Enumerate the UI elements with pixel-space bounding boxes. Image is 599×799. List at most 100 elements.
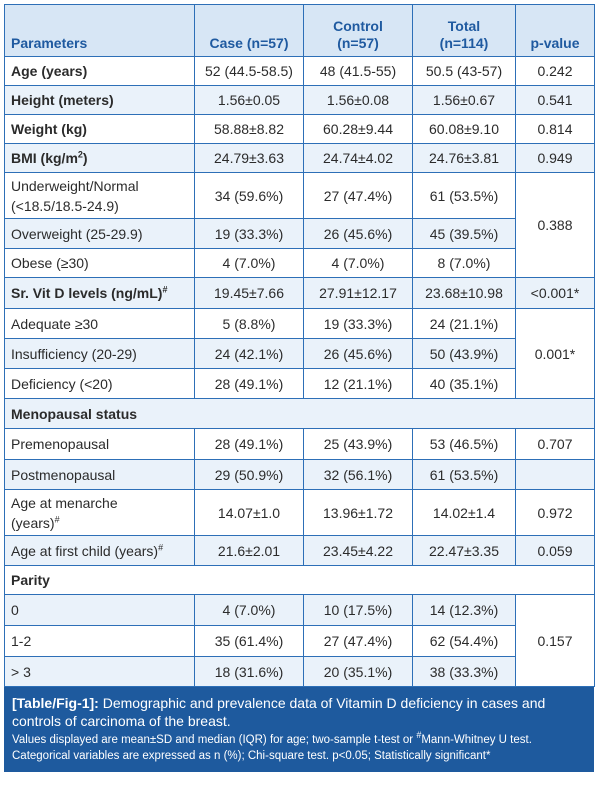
total-cell: 61 (53.5%) [412,459,516,490]
total-cell: 53 (46.5%) [412,428,516,460]
control-cell: 23.45±4.22 [303,535,413,566]
case-cell: 19 (33.3%) [194,218,304,249]
table-row: Postmenopausal 29 (50.9%) 32 (56.1%) 61 … [4,459,595,490]
section-label: Menopausal status [4,398,595,429]
header-pvalue: p-value [515,4,595,57]
case-cell: 21.6±2.01 [194,535,304,566]
section-row: Menopausal status [4,398,595,429]
case-cell: 24.79±3.63 [194,143,304,173]
row-label: Postmenopausal [4,459,195,490]
header-control: Control (n=57) [303,4,413,57]
total-cell: 24.76±3.81 [412,143,516,173]
row-label: Age at menarche (years)# [4,489,195,536]
table-row: Underweight/Normal (<18.5/18.5-24.9) 34 (… [4,172,595,278]
case-cell: 18 (31.6%) [194,656,304,687]
row-label: Obese (≥30) [4,248,195,278]
total-cell: 1.56±0.67 [412,85,516,115]
total-cell: 50.5 (43-57) [412,56,516,86]
case-cell: 19.45±7.66 [194,277,304,309]
row-label: Insufficiency (20-29) [4,338,195,369]
case-cell: 28 (49.1%) [194,368,304,399]
pvalue-cell: 0.949 [515,143,595,173]
table-row: Weight (kg) 58.88±8.82 60.28±9.44 60.08±… [4,114,595,144]
row-label: Sr. Vit D levels (ng/mL)# [4,277,195,309]
total-cell: 62 (54.4%) [412,625,516,657]
section-row: Parity [4,565,595,595]
total-cell: 40 (35.1%) [412,368,516,399]
table-row: Obese (≥30) 4 (7.0%) 4 (7.0%) 8 (7.0%) [4,248,595,278]
total-cell: 8 (7.0%) [412,248,516,278]
control-cell: 60.28±9.44 [303,114,413,144]
table-figure: Parameters Case (n=57) Control (n=57) Tot… [4,4,595,772]
control-cell: 1.56±0.08 [303,85,413,115]
pvalue-cell [515,459,595,490]
case-cell: 1.56±0.05 [194,85,304,115]
control-cell: 24.74±4.02 [303,143,413,173]
control-cell: 25 (43.9%) [303,428,413,460]
table-row: Age at first child (years)# 21.6±2.01 23… [4,535,595,566]
row-label: > 3 [4,656,195,687]
row-label: 0 [4,594,195,626]
pvalue-cell: 0.157 [515,594,595,687]
table-row: 1-2 35 (61.4%) 27 (47.4%) 62 (54.4%) [4,625,595,657]
total-cell: 38 (33.3%) [412,656,516,687]
control-cell: 26 (45.6%) [303,338,413,369]
case-cell: 14.07±1.0 [194,489,304,536]
table-row: BMI (kg/m2) 24.79±3.63 24.74±4.02 24.76±… [4,143,595,173]
row-label: Age (years) [4,56,195,86]
pvalue-cell: 0.972 [515,489,595,536]
total-cell: 22.47±3.35 [412,535,516,566]
row-label: Age at first child (years)# [4,535,195,566]
total-cell: 45 (39.5%) [412,218,516,249]
row-label: BMI (kg/m2) [4,143,195,173]
header-total: Total (n=114) [412,4,516,57]
table-row: Premenopausal 28 (49.1%) 25 (43.9%) 53 (… [4,428,595,460]
case-cell: 58.88±8.82 [194,114,304,144]
control-cell: 27 (47.4%) [303,625,413,657]
table-row: > 3 18 (31.6%) 20 (35.1%) 38 (33.3%) [4,656,595,687]
table-caption: [Table/Fig-1]: Demographic and prevalenc… [4,687,594,772]
pvalue-cell: 0.242 [515,56,595,86]
pvalue-cell: 0.059 [515,535,595,566]
control-cell: 26 (45.6%) [303,218,413,249]
case-cell: 5 (8.8%) [194,308,304,339]
case-cell: 24 (42.1%) [194,338,304,369]
table-row: Insufficiency (20-29) 24 (42.1%) 26 (45.… [4,338,595,369]
data-table: Parameters Case (n=57) Control (n=57) Tot… [4,4,595,687]
table-row: Overweight (25-29.9) 19 (33.3%) 26 (45.6… [4,218,595,249]
row-label: Premenopausal [4,428,195,460]
control-cell: 13.96±1.72 [303,489,413,536]
control-cell: 19 (33.3%) [303,308,413,339]
row-label: Adequate ≥30 [4,308,195,339]
case-cell: 4 (7.0%) [194,248,304,278]
row-label: Underweight/Normal (<18.5/18.5-24.9) [4,172,195,219]
control-cell: 4 (7.0%) [303,248,413,278]
case-cell: 52 (44.5-58.5) [194,56,304,86]
control-cell: 20 (35.1%) [303,656,413,687]
table-row: Height (meters) 1.56±0.05 1.56±0.08 1.56… [4,85,595,115]
pvalue-cell: 0.541 [515,85,595,115]
case-cell: 28 (49.1%) [194,428,304,460]
total-cell: 61 (53.5%) [412,172,516,219]
control-cell: 10 (17.5%) [303,594,413,626]
case-cell: 29 (50.9%) [194,459,304,490]
caption-note: Values displayed are mean±SD and median … [12,730,532,762]
control-cell: 27.91±12.17 [303,277,413,309]
pvalue-cell: 0.388 [515,172,595,278]
caption-text: Demographic and prevalence data of Vitam… [12,695,546,729]
pvalue-cell: 0.001* [515,308,595,399]
control-cell: 48 (41.5-55) [303,56,413,86]
total-cell: 60.08±9.10 [412,114,516,144]
total-cell: 24 (21.1%) [412,308,516,339]
total-cell: 14 (12.3%) [412,594,516,626]
pvalue-cell: 0.707 [515,428,595,460]
caption-title: [Table/Fig-1]: Demographic and prevalenc… [12,694,586,730]
total-cell: 14.02±1.4 [412,489,516,536]
row-label: Height (meters) [4,85,195,115]
header-parameters: Parameters [4,4,195,57]
pvalue-cell: 0.814 [515,114,595,144]
control-cell: 12 (21.1%) [303,368,413,399]
control-cell: 27 (47.4%) [303,172,413,219]
table-row: Age at menarche (years)# 14.07±1.0 13.96±… [4,489,595,536]
control-cell: 32 (56.1%) [303,459,413,490]
